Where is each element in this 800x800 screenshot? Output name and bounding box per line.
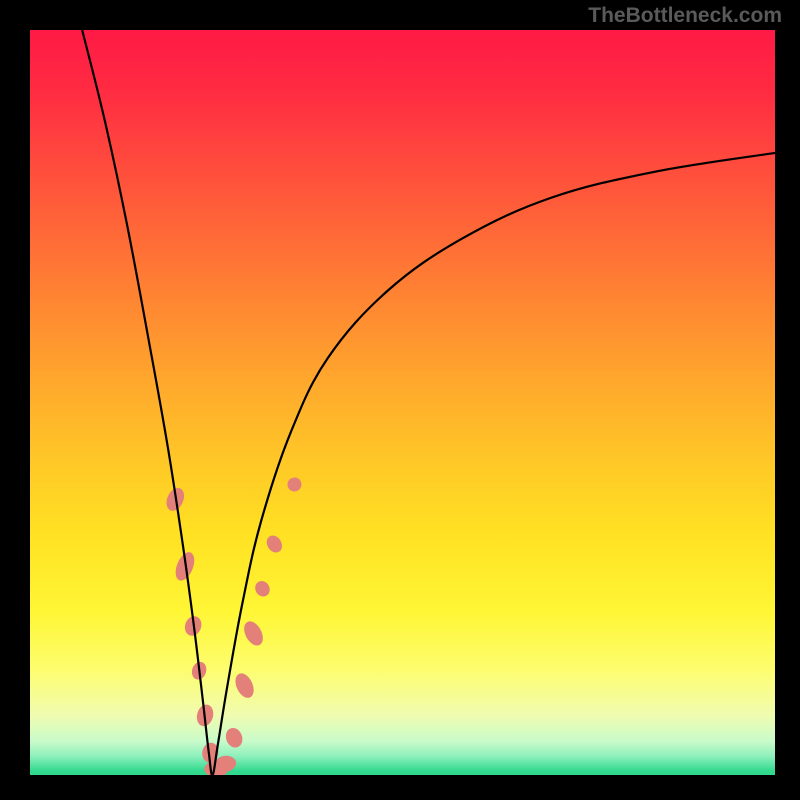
- data-marker: [285, 475, 304, 494]
- plot-area: [30, 30, 775, 775]
- watermark-text: TheBottleneck.com: [588, 4, 782, 28]
- data-marker: [252, 578, 272, 599]
- data-marker: [232, 670, 257, 700]
- data-markers: [163, 475, 304, 775]
- curve-overlay: [30, 30, 775, 775]
- data-marker: [223, 726, 245, 750]
- chart-container: TheBottleneck.com: [0, 0, 800, 800]
- bottleneck-curve: [82, 30, 775, 775]
- data-marker: [264, 533, 285, 556]
- data-marker: [240, 618, 266, 648]
